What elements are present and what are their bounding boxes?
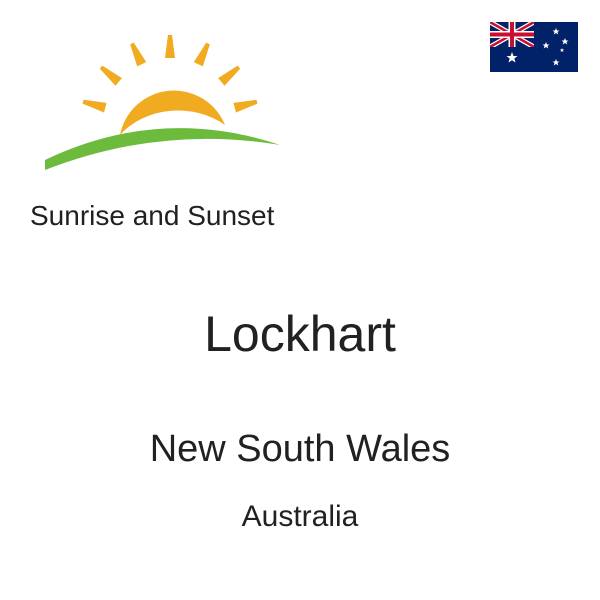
country-label: Australia bbox=[0, 500, 600, 534]
sunrise-icon bbox=[30, 30, 290, 190]
location-title: Lockhart bbox=[0, 305, 600, 363]
page-subtitle: Sunrise and Sunset bbox=[30, 200, 274, 232]
sunrise-logo bbox=[30, 30, 290, 190]
region-label: New South Wales bbox=[0, 428, 600, 471]
australia-flag-icon bbox=[490, 22, 578, 72]
country-flag bbox=[490, 22, 578, 72]
